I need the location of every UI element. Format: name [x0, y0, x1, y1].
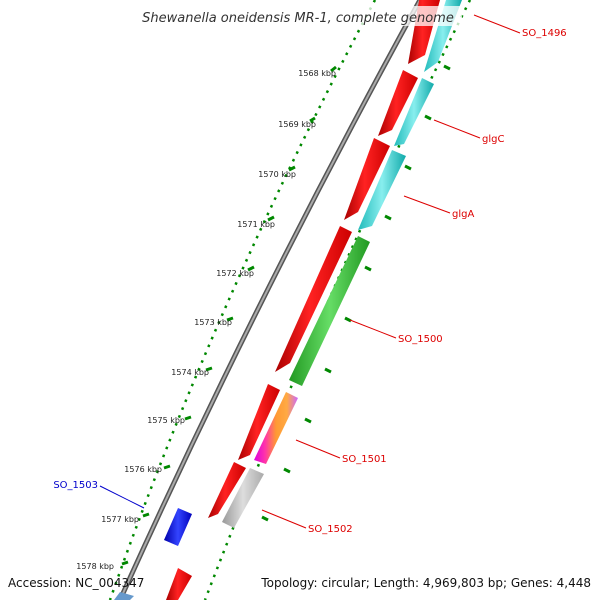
gene-glgC-forward[interactable]: [378, 70, 418, 136]
tick-label: 1573 kbp: [194, 318, 232, 327]
gene-so1502-forward[interactable]: [208, 462, 246, 518]
tick-label: 1578 kbp: [76, 562, 114, 571]
gene-label[interactable]: SO_1502: [308, 524, 353, 535]
gene-label[interactable]: glgC: [482, 134, 504, 145]
tick-label: 1571 kbp: [237, 220, 275, 229]
gene-label[interactable]: SO_1496: [522, 28, 567, 39]
scale-ring: [108, 0, 377, 600]
gene-so1500-forward[interactable]: [275, 226, 352, 372]
accession-label: Accession: NC_004347: [8, 576, 144, 590]
gene-so1503-reverse[interactable]: [164, 508, 192, 546]
gene-glgA-forward[interactable]: [344, 138, 390, 220]
gene-label[interactable]: SO_1500: [398, 334, 443, 345]
tick-label: 1568 kbp: [298, 69, 336, 78]
gene-so1500-reverse[interactable]: [289, 236, 370, 386]
tick-label: 1575 kbp: [147, 416, 185, 425]
title-backing: [132, 6, 462, 26]
gene-so1501-forward[interactable]: [238, 384, 280, 460]
scale-ticks: [121, 65, 337, 566]
gene-label[interactable]: glgA: [452, 209, 474, 220]
tick-label: 1569 kbp: [278, 120, 316, 129]
reverse-strand-features: [114, 0, 462, 600]
forward-strand-features: [166, 0, 440, 600]
tick-label: 1574 kbp: [171, 368, 209, 377]
backbone-shadow: [117, 0, 423, 600]
gene-so1504-forward[interactable]: [166, 568, 192, 600]
label-leader-lines: [99, 14, 521, 529]
tick-label: 1577 kbp: [101, 515, 139, 524]
tick-label: 1572 kbp: [216, 269, 254, 278]
gene-label[interactable]: SO_1503: [53, 480, 98, 491]
gene-so1501-reverse[interactable]: [254, 392, 298, 464]
gene-glgA-reverse[interactable]: [358, 150, 406, 230]
gene-label[interactable]: SO_1501: [342, 454, 387, 465]
gene-glgC-reverse[interactable]: [394, 78, 434, 146]
map-title: Shewanella oneidensis MR-1, complete gen…: [142, 11, 454, 26]
outer-ticks: [261, 64, 451, 522]
tick-label: 1570 kbp: [258, 170, 296, 179]
backbone: [119, 0, 421, 600]
gene-partial-reverse[interactable]: [114, 592, 134, 600]
tick-label: 1576 kbp: [124, 465, 162, 474]
gene-so1502-reverse[interactable]: [222, 468, 264, 528]
topology-label: Topology: circular; Length: 4,969,803 bp…: [260, 576, 591, 590]
